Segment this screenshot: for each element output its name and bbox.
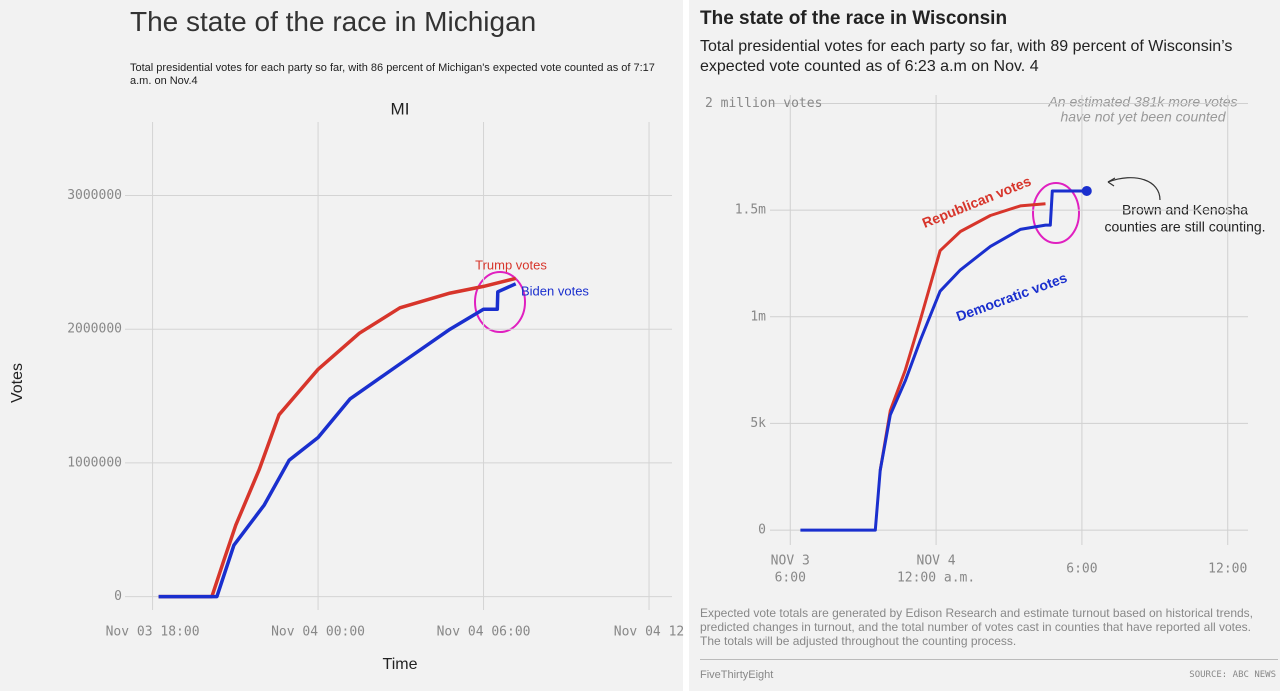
arrowhead (1107, 177, 1116, 187)
y-tick-label: 1m (750, 309, 766, 324)
credit: FiveThirtyEight (700, 669, 774, 681)
highlight-circle (1032, 182, 1080, 244)
x-tick-label: Nov 04 00:00 (271, 625, 365, 640)
x-tick-label: 12:00 (1208, 562, 1247, 577)
annotation: counties are still counting. (1104, 219, 1265, 235)
x-tick-label: 12:00 a.m. (897, 571, 975, 586)
chart-subtitle: Total presidential votes for each party … (700, 38, 1233, 75)
annotation: An estimated 381k more votes (1047, 94, 1237, 110)
chart-note: Expected vote totals are generated by Ed… (700, 606, 1253, 648)
y-tick-label: 2000000 (67, 322, 122, 337)
y-tick-label: 3000000 (67, 188, 122, 203)
x-tick-label: Nov 03 18:00 (106, 625, 200, 640)
y-axis-label: Votes (9, 363, 26, 403)
x-tick-label: 6:00 (1066, 562, 1097, 577)
y-tick-label: 5k (750, 416, 766, 431)
y-tick-label: 1000000 (67, 455, 122, 470)
chart-title: The state of the race in Wisconsin (700, 8, 1008, 29)
series-label: Democratic votes (954, 269, 1069, 324)
y-tick-label: 2 million votes (705, 96, 822, 111)
series-line (800, 189, 1087, 532)
x-tick-label: 6:00 (775, 571, 806, 586)
series-line (878, 202, 1046, 471)
x-tick-label: Nov 04 06:00 (437, 625, 531, 640)
y-tick-label: 1.5m (735, 203, 766, 218)
annotation: have not yet been counted (1060, 109, 1226, 125)
series-label: Trump votes (475, 257, 547, 272)
x-tick-label: NOV 3 (771, 554, 810, 569)
source: SOURCE: ABC NEWS (1189, 670, 1276, 680)
divider (700, 659, 1278, 660)
end-dot (1081, 185, 1092, 196)
y-tick-label: 0 (114, 589, 122, 604)
highlight-circle (474, 271, 526, 333)
chart-subtitle: Total presidential votes for each party … (130, 62, 655, 87)
series-label: Biden votes (521, 283, 589, 298)
x-tick-label: Nov 04 12 (614, 625, 684, 640)
series-line (158, 282, 517, 599)
x-axis-label: Time (383, 656, 418, 673)
plot-title: MI (391, 99, 410, 118)
arrow (1107, 177, 1161, 201)
series-line (158, 276, 517, 599)
y-tick-label: 0 (758, 523, 766, 538)
chart-title: The state of the race in Michigan (130, 6, 537, 37)
x-tick-label: NOV 4 (917, 554, 956, 569)
